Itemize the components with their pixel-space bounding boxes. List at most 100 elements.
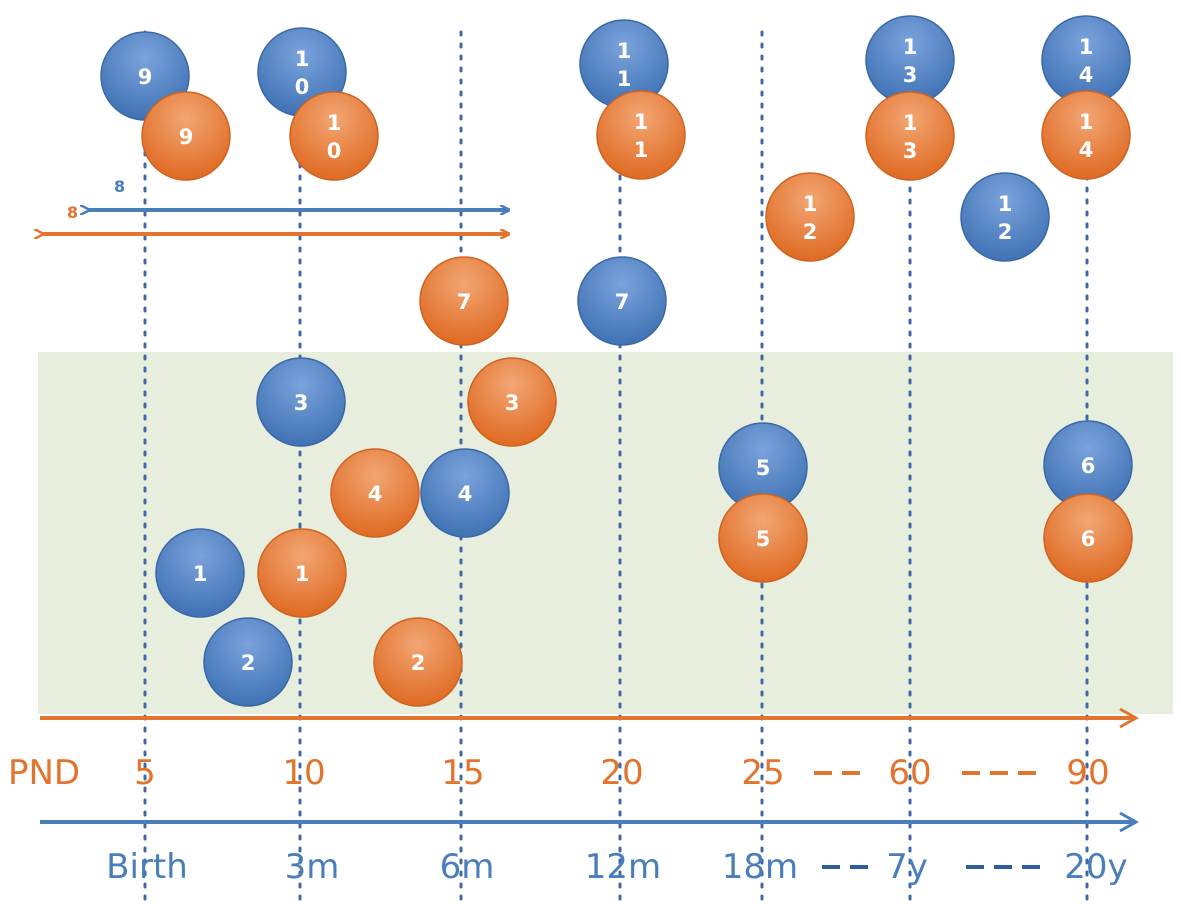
circle-label: 4 <box>368 482 383 506</box>
orange-circle-shape <box>330 448 420 538</box>
circle-label: 3 <box>903 139 918 163</box>
pnd-tick-label: 20 <box>600 753 643 793</box>
human-age-tick-label: 18m <box>722 847 798 887</box>
blue-stage-circle: 6 <box>1043 420 1133 510</box>
blue-stage-circle: 4 <box>420 448 510 538</box>
circle-label: 1 <box>295 47 310 71</box>
blue-stage-circle: 12 <box>960 172 1050 262</box>
orange-stage-circle: 3 <box>467 357 557 447</box>
pnd-axis-title: PND <box>8 753 80 793</box>
orange-circle-shape <box>257 528 347 618</box>
blue-circle-shape <box>420 448 510 538</box>
circle-label: 3 <box>903 63 918 87</box>
circle-label: 1 <box>1079 35 1094 59</box>
pnd-tick-label: 60 <box>888 753 931 793</box>
human-age-tick-label: 6m <box>440 847 495 887</box>
circle-label: 1 <box>617 39 632 63</box>
circle-label: 1 <box>998 192 1013 216</box>
orange-stage-circle: 9 <box>141 91 231 181</box>
circle-label: 1 <box>634 110 649 134</box>
blue-stage-circle: 13 <box>865 15 955 105</box>
human-age-tick-label: 7y <box>886 847 928 887</box>
circle-label: 3 <box>505 391 520 415</box>
orange-stage-circle: 12 <box>765 172 855 262</box>
circle-label: 1 <box>1079 110 1094 134</box>
blue-stage-circle: 1 <box>155 528 245 618</box>
blue-circle-shape <box>256 357 346 447</box>
pnd-tick-label: 15 <box>441 753 484 793</box>
pnd-tick-label: 5 <box>134 753 156 793</box>
human-age-tick-label: 12m <box>585 847 661 887</box>
range-arrows: 8 8 <box>42 177 508 234</box>
circle-label: 1 <box>327 111 342 135</box>
blue-stage-circle: 7 <box>577 256 667 346</box>
orange-stage-circle: 2 <box>373 617 463 707</box>
pnd-tick-label: 10 <box>282 753 325 793</box>
orange-circle-shape <box>765 172 855 262</box>
orange-stage-circle: 7 <box>419 256 509 346</box>
orange-circle-shape <box>467 357 557 447</box>
blue-range-label: 8 <box>114 177 125 196</box>
circle-label: 1 <box>295 562 310 586</box>
circle-label: 7 <box>615 290 630 314</box>
circle-label: 5 <box>756 456 771 480</box>
circle-label: 4 <box>1079 138 1094 162</box>
pnd-axis-labels: PND 5 10 15 20 25 60 90 <box>8 753 1110 793</box>
circle-label: 2 <box>803 220 818 244</box>
blue-circle-shape <box>155 528 245 618</box>
orange-circle-shape <box>865 91 955 181</box>
circle-label: 6 <box>1081 527 1096 551</box>
circle-label: 2 <box>411 651 426 675</box>
orange-circle-shape <box>419 256 509 346</box>
blue-circle-shape <box>960 172 1050 262</box>
orange-circle-shape <box>596 90 686 180</box>
circle-label: 2 <box>998 220 1013 244</box>
orange-circle-shape <box>1041 90 1131 180</box>
pnd-tick-label: 90 <box>1066 753 1109 793</box>
blue-stage-circle: 3 <box>256 357 346 447</box>
circle-label: 1 <box>634 138 649 162</box>
circle-label: 7 <box>457 290 472 314</box>
orange-stage-circle: 10 <box>289 91 379 181</box>
orange-circle-shape <box>1043 493 1133 583</box>
circle-label: 9 <box>138 65 153 89</box>
orange-stage-circle: 13 <box>865 91 955 181</box>
circle-label: 1 <box>903 111 918 135</box>
orange-stage-circle: 6 <box>1043 493 1133 583</box>
circle-label: 0 <box>327 139 342 163</box>
orange-circle-shape <box>718 493 808 583</box>
orange-stage-circle: 4 <box>330 448 420 538</box>
circle-label: 1 <box>903 35 918 59</box>
human-age-tick-label: 20y <box>1064 847 1127 887</box>
human-age-tick-label: Birth <box>106 847 188 887</box>
orange-circle-shape <box>289 91 379 181</box>
circle-label: 1 <box>617 67 632 91</box>
blue-stage-circle: 2 <box>203 617 293 707</box>
orange-circle-shape <box>373 617 463 707</box>
blue-stage-circle: 14 <box>1041 15 1131 105</box>
circle-label: 0 <box>295 75 310 99</box>
human-age-axis-labels: Birth 3m 6m 12m 18m 7y 20y <box>106 847 1128 887</box>
human-age-tick-label: 3m <box>285 847 340 887</box>
blue-circle-shape <box>577 256 667 346</box>
orange-stage-circle: 14 <box>1041 90 1131 180</box>
orange-stage-circle: 5 <box>718 493 808 583</box>
circle-label: 1 <box>193 562 208 586</box>
circle-label: 9 <box>179 125 194 149</box>
orange-circle-shape <box>141 91 231 181</box>
pnd-tick-label: 25 <box>741 753 784 793</box>
circle-label: 3 <box>294 391 309 415</box>
circle-label: 4 <box>458 482 473 506</box>
blue-circle-shape <box>865 15 955 105</box>
circle-label: 4 <box>1079 63 1094 87</box>
circle-label: 6 <box>1081 454 1096 478</box>
circle-label: 5 <box>756 527 771 551</box>
circle-label: 2 <box>241 651 256 675</box>
circle-label: 1 <box>803 192 818 216</box>
orange-range-label: 8 <box>67 203 78 222</box>
blue-circle-shape <box>203 617 293 707</box>
orange-stage-circle: 11 <box>596 90 686 180</box>
orange-stage-circle: 1 <box>257 528 347 618</box>
